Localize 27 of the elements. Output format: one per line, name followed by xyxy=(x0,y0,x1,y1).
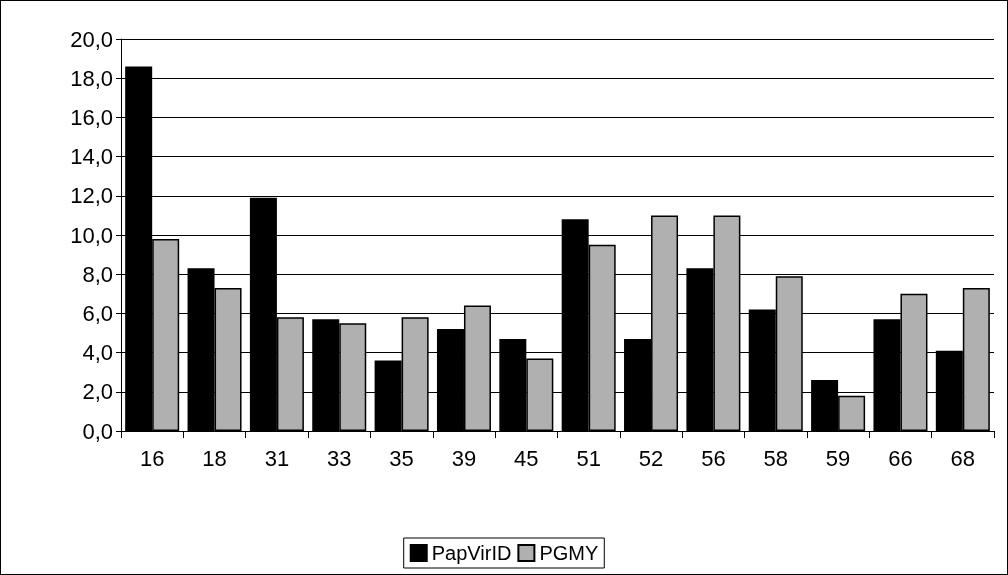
x-tick-label: 31 xyxy=(264,445,290,471)
y-tick-label: 8,0 xyxy=(82,261,113,287)
y-tick-label: 16,0 xyxy=(70,104,113,130)
y-tick-label: 20,0 xyxy=(70,26,113,52)
y-tick-label: 2,0 xyxy=(82,379,113,405)
legend-label: PapVirID xyxy=(431,542,512,564)
x-tick-label: 66 xyxy=(888,445,913,471)
x-tick-label: 35 xyxy=(389,445,414,471)
y-tick-label: 4,0 xyxy=(82,340,113,366)
x-tick-label: 33 xyxy=(327,445,352,471)
legend-label: PGMY xyxy=(539,542,599,564)
x-tick-label: 56 xyxy=(701,445,726,471)
y-tick-label: 14,0 xyxy=(70,144,113,170)
x-tick-label: 59 xyxy=(825,445,851,471)
y-tick-label: 12,0 xyxy=(70,183,113,209)
y-tick-label: 6,0 xyxy=(82,300,113,326)
x-tick-label: 18 xyxy=(202,445,227,471)
x-tick-label: 68 xyxy=(950,445,976,471)
x-tick-label: 16 xyxy=(139,445,165,471)
x-tick-label: 45 xyxy=(514,445,539,471)
x-tick-label: 52 xyxy=(638,445,664,471)
x-tick-label: 58 xyxy=(763,445,788,471)
y-tick-label: 18,0 xyxy=(70,65,113,91)
y-tick-label: 0,0 xyxy=(82,418,113,444)
x-tick-label: 39 xyxy=(451,445,477,471)
x-tick-label: 51 xyxy=(576,445,601,471)
y-tick-label: 10,0 xyxy=(70,222,113,248)
